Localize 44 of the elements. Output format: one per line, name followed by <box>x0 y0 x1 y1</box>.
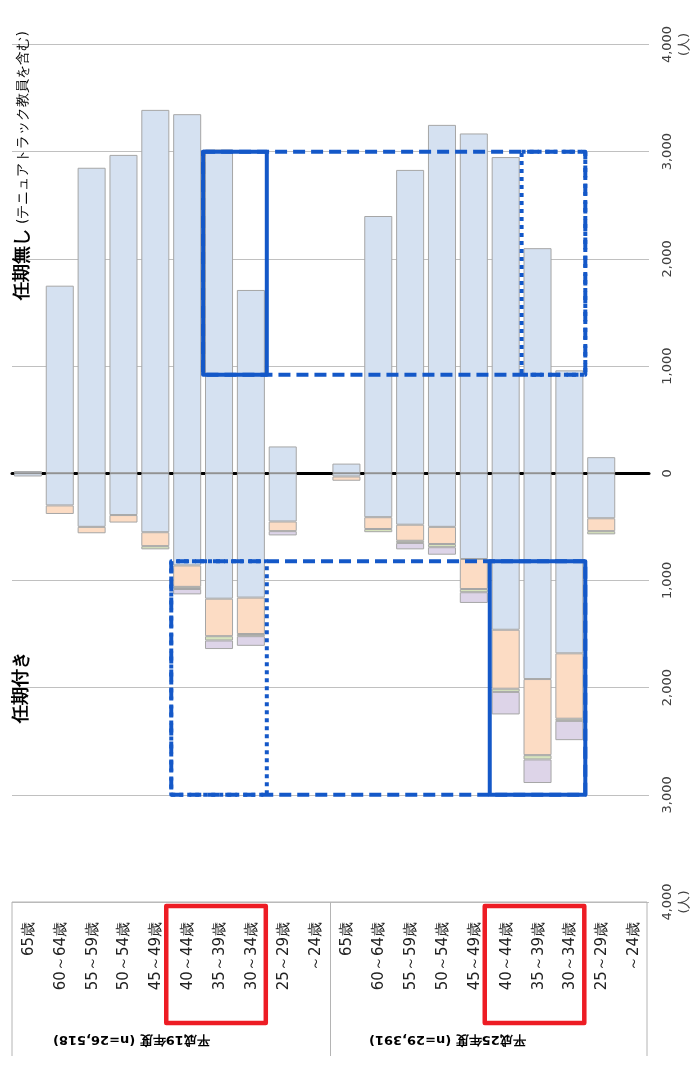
y-tick-label: 1,000 <box>659 561 674 600</box>
bar <box>555 720 584 741</box>
text: 平成25年度 (n=29,391) <box>368 1032 526 1048</box>
x-tick-label: 45～49歳 <box>146 922 165 991</box>
x-tick-label: 65歳 <box>337 922 356 957</box>
bar <box>396 542 425 550</box>
x-tick-label: 35～39歳 <box>210 922 229 991</box>
annotation: 任期無し (テニュアトラック教員を含む) <box>9 30 31 300</box>
x-tick-label: 50～54歳 <box>114 922 133 991</box>
annotation: 任期付き <box>9 650 31 723</box>
y-tick-label: 0 <box>659 469 674 478</box>
x-tick-label: 60～64歳 <box>369 922 388 991</box>
x-tick-label: 35～39歳 <box>528 922 547 991</box>
x-tick-label: 55～59歳 <box>82 922 101 991</box>
bar <box>459 592 488 603</box>
bar <box>523 759 552 784</box>
bar <box>491 691 520 715</box>
y-tick-label: 4,000 (人) <box>659 25 691 64</box>
x-tick-label: 30～34歳 <box>560 922 579 991</box>
x-tick-label: 60～64歳 <box>50 922 69 991</box>
bar <box>427 547 456 555</box>
x-tick-label: 40～44歳 <box>178 922 197 991</box>
bar <box>332 476 361 481</box>
x-tick-label: ～24歳 <box>305 922 324 972</box>
y-tick-label: 4,000 (人) <box>659 883 691 921</box>
x-tick-label: 25～29歳 <box>273 922 292 991</box>
text: 平成19年度 (n=26,518) <box>53 1032 210 1048</box>
x-tick-label: 40～44歳 <box>496 922 515 991</box>
x-tick-label: 50～54歳 <box>432 922 451 991</box>
bar <box>332 463 361 474</box>
x-tick-label: 45～49歳 <box>464 922 483 991</box>
y-tick-label: 3,000 <box>659 133 674 171</box>
y-tick-label: 2,000 <box>659 240 674 278</box>
x-tick-label: 55～59歳 <box>401 922 420 991</box>
bar <box>205 640 234 650</box>
x-tick-label: ～24歳 <box>624 922 643 972</box>
x-tick-label: 65歳 <box>18 922 37 957</box>
y-tick-label: 1,000 <box>659 347 674 385</box>
y-tick-label: 2,000 <box>659 669 674 707</box>
x-tick-label: 30～34歳 <box>241 922 260 991</box>
bar <box>173 589 202 595</box>
y-tick-label: 3,000 <box>659 776 674 814</box>
x-tick-label: 25～29歳 <box>592 922 611 991</box>
bar <box>236 636 265 646</box>
